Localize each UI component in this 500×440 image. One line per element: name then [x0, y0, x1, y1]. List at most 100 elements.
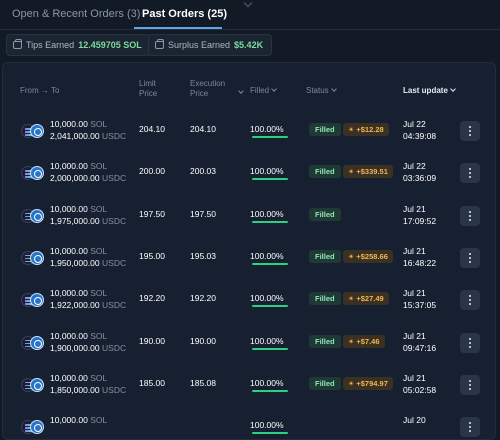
header-execution-price[interactable]: Execution Price: [190, 79, 225, 99]
header-last-update[interactable]: Last update: [403, 86, 456, 96]
filled-progress-bar: [252, 305, 288, 308]
from-token: SOL: [90, 161, 108, 172]
usdc-token-icon: [30, 208, 44, 223]
execution-price-sort-icon[interactable]: [238, 88, 244, 94]
to-token: USDC: [102, 342, 127, 353]
table-row[interactable]: 10,000.00 SOL 1,950,000.00 USDC 195.00 195.…: [3, 239, 495, 281]
to-amount: 1,922,000.00 USDC: [50, 300, 126, 310]
filled-progress-bar: [252, 262, 288, 265]
token-pair-icon: [21, 293, 47, 308]
filled-progress-bar: [252, 347, 288, 350]
spark-icon: ✴: [348, 251, 357, 261]
token-pair-icon: [21, 250, 47, 265]
from-token: SOL: [90, 288, 108, 299]
table-row[interactable]: 10,000.00 SOL 2,000,000.00 USDC 200.00 200.…: [3, 154, 495, 196]
usdc-token-icon: [30, 335, 44, 350]
surplus-badge: ✴ +$27.49: [343, 292, 389, 306]
table-row[interactable]: 10,000.00 SOL 1,850,000.00 USDC 185.00 185.…: [3, 366, 495, 408]
from-amount: 10,000.00 SOL: [50, 331, 107, 341]
tab-open-recent-orders[interactable]: Open & Recent Orders (3): [12, 8, 141, 20]
update-date: Jul 20: [403, 415, 426, 426]
filled-percent: 100.00%: [250, 335, 284, 346]
surplus-value: +$12.28: [356, 125, 384, 134]
filled-percent: 100.00%: [250, 250, 284, 261]
filled-percent: 100.00%: [250, 293, 284, 304]
from-amount-value: 10,000.00: [50, 330, 88, 341]
from-amount: 10,000.00 SOL: [50, 415, 107, 425]
usdc-token-icon: [30, 377, 44, 392]
from-amount-value: 10,000.00: [50, 119, 88, 129]
filled-percent: 100.00%: [250, 124, 284, 134]
spark-icon: ✴: [348, 167, 357, 177]
limit-price: 204.10: [139, 124, 165, 134]
to-amount-value: 1,975,000.00: [50, 215, 100, 226]
more-options-button[interactable]: [460, 121, 480, 141]
wallet-icon: [155, 39, 164, 49]
orders-table: From → To Limit Price Execution Price Fi…: [2, 62, 496, 440]
from-token: SOL: [90, 203, 108, 214]
table-row[interactable]: 10,000.00 SOL 1,975,000.00 USDC 197.50 197.…: [3, 197, 495, 239]
active-tab-indicator: [134, 27, 222, 29]
surplus-earned-chip: Surplus Earned $5.42K: [148, 34, 273, 56]
more-options-button[interactable]: [460, 417, 480, 438]
usdc-token-icon: [30, 250, 44, 265]
surplus-value: +$258.66: [356, 251, 388, 261]
tab-past-orders[interactable]: Past Orders (25): [142, 8, 227, 20]
header-filled-label: Filled: [250, 86, 270, 95]
from-amount-value: 10,000.00: [50, 288, 88, 299]
filled-percent: 100.00%: [250, 377, 284, 388]
update-date: Jul 21: [403, 203, 426, 214]
wallet-icon: [13, 39, 22, 49]
update-time: 15:37:05: [403, 300, 437, 311]
table-row[interactable]: 10,000.00 SOL 1,900,000.00 USDC 190.00 190.…: [3, 324, 495, 366]
token-pair-icon: [21, 420, 47, 435]
more-options-button[interactable]: [460, 205, 480, 226]
tips-earned-chip: Tips Earned 12.459705 SOL: [6, 34, 151, 56]
header-status-label: Status: [306, 86, 329, 95]
surplus-earned-label: Surplus Earned: [168, 40, 231, 50]
header-filled[interactable]: Filled: [250, 86, 277, 96]
from-token: SOL: [90, 372, 108, 383]
from-amount-value: 10,000.00: [50, 372, 88, 383]
to-amount: 1,850,000.00 USDC: [50, 385, 126, 395]
more-options-button[interactable]: [460, 163, 480, 184]
to-amount-value: 2,041,000.00: [50, 131, 100, 141]
header-status[interactable]: Status: [306, 86, 337, 96]
to-amount: 1,975,000.00 USDC: [50, 216, 126, 226]
execution-price: 204.10: [190, 124, 216, 134]
update-time: 09:47:16: [403, 342, 437, 353]
filled-percent: 100.00%: [250, 208, 284, 219]
more-options-button[interactable]: [460, 247, 480, 268]
from-amount: 10,000.00 SOL: [50, 288, 107, 298]
table-row[interactable]: 10,000.00 SOL 1,922,000.00 USDC 192.20 192.…: [3, 281, 495, 323]
collapse-caret-icon[interactable]: [243, 0, 253, 8]
to-amount-value: 1,950,000.00: [50, 257, 100, 268]
from-token: SOL: [90, 330, 108, 341]
token-pair-icon: [21, 166, 47, 181]
spark-icon: ✴: [348, 378, 357, 388]
to-token: USDC: [102, 384, 127, 395]
execution-price: 192.20: [190, 293, 216, 304]
to-amount-value: 1,850,000.00: [50, 384, 100, 395]
token-pair-icon: [21, 208, 47, 223]
last-update-sort-icon: [450, 86, 456, 92]
update-time: 04:39:08: [403, 131, 437, 141]
to-token: USDC: [102, 300, 127, 311]
to-token: USDC: [102, 173, 127, 184]
header-limit-price[interactable]: Limit Price: [139, 79, 157, 99]
more-options-button[interactable]: [460, 374, 480, 395]
token-pair-icon: [21, 335, 47, 350]
surplus-badge: ✴ +$794.97: [343, 376, 393, 390]
from-amount: 10,000.00 SOL: [50, 119, 107, 129]
status-badge: Filled: [309, 334, 341, 348]
from-amount: 10,000.00 SOL: [50, 246, 107, 256]
tabs-divider: [0, 29, 500, 30]
more-options-button[interactable]: [460, 332, 480, 353]
more-options-button[interactable]: [460, 290, 480, 311]
header-from-to: From → To: [20, 86, 60, 95]
table-row[interactable]: 10,000.00 SOL 100.00% Jul 20: [3, 408, 495, 439]
to-token: USDC: [102, 257, 127, 268]
filled-percent: 100.00%: [250, 420, 284, 431]
table-row[interactable]: 10,000.00 SOL 2,041,000.00 USDC 204.10 204.…: [3, 112, 495, 154]
to-amount-value: 1,922,000.00: [50, 300, 100, 311]
